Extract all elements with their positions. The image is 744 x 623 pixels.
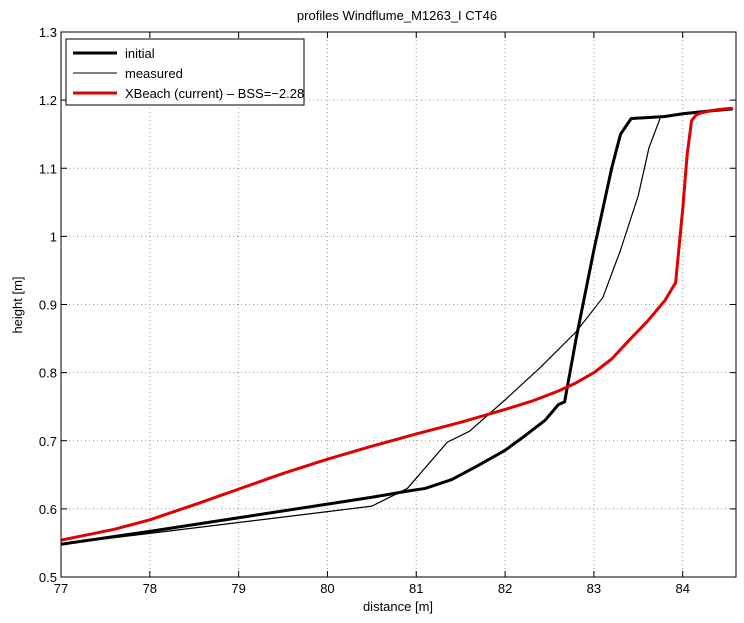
y-tick-label: 0.6 [39, 502, 57, 517]
x-tick-label: 77 [54, 581, 68, 596]
chart-title: profiles Windflume_M1263_I CT46 [297, 8, 497, 23]
series-xbeach-line [61, 106, 734, 542]
x-tick-label: 83 [587, 581, 601, 596]
y-tick-label: 0.5 [39, 570, 57, 585]
y-tick-label: 0.8 [39, 366, 57, 381]
y-tick-label: 0.7 [39, 434, 57, 449]
plot-frame [60, 31, 737, 578]
y-tick-label: 1 [50, 229, 57, 244]
series-initial-line [61, 107, 734, 546]
legend-item-measured: measured [73, 66, 183, 81]
legend-item-initial: initial [73, 46, 155, 61]
x-tick-label: 84 [675, 581, 689, 596]
legend-label-measured: measured [125, 66, 183, 81]
x-tick-label: 79 [231, 581, 245, 596]
y-tick-label: 1.2 [39, 93, 57, 108]
y-axis-label: height [m] [10, 276, 25, 333]
y-tick-label: 1.1 [39, 161, 57, 176]
x-axis-label: distance [m] [363, 599, 433, 614]
y-tick-label: 1.3 [39, 25, 57, 40]
series-layer [61, 106, 734, 546]
x-tick-label: 82 [498, 581, 512, 596]
x-tick-label: 78 [143, 581, 157, 596]
x-tick-label: 80 [320, 581, 334, 596]
legend-label-initial: initial [125, 46, 155, 61]
x-tick-label: 81 [409, 581, 423, 596]
legend: initial measured XBeach (current) – BSS=… [65, 38, 305, 106]
y-tick-label: 0.9 [39, 298, 57, 313]
legend-label-xbeach: XBeach (current) – BSS=−2.28 [125, 86, 304, 101]
grid [60, 31, 736, 578]
ticks: 77 78 79 80 81 82 83 84 0.5 0.6 0.7 0.8 0.9 1 1.1 1.2 1.… [39, 25, 736, 596]
series-measured-line [61, 108, 733, 545]
legend-item-xbeach: XBeach (current) – BSS=−2.28 [73, 86, 304, 101]
